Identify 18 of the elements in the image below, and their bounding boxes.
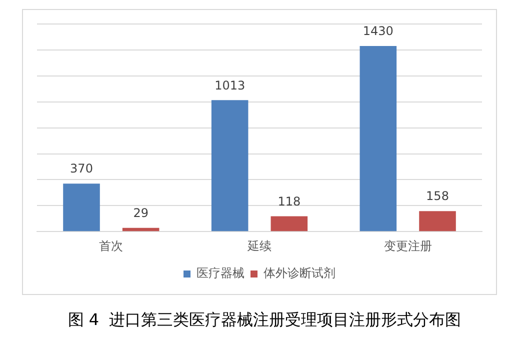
data-label: 158 (426, 189, 449, 204)
text: 图 4 进口第三类医疗器械注册受理项目注册形式分布图 (66, 310, 462, 331)
x-tick-label: 延续 (246, 238, 272, 253)
bar (63, 184, 100, 232)
bar (270, 216, 308, 232)
data-label: 29 (133, 206, 148, 220)
bar (211, 100, 248, 232)
x-tick-label: 首次 (99, 238, 124, 253)
data-label: 370 (70, 162, 93, 176)
bar (122, 228, 160, 232)
data-label: 1013 (214, 78, 246, 92)
data-label: 118 (278, 194, 301, 208)
legend-label: 体外诊断试剂 (264, 266, 336, 280)
bar (360, 46, 397, 232)
bar (419, 211, 456, 232)
data-label: 1430 (362, 24, 394, 38)
legend-label: 医疗器械 (196, 266, 244, 280)
x-tick-label: 变更注册 (384, 238, 432, 253)
